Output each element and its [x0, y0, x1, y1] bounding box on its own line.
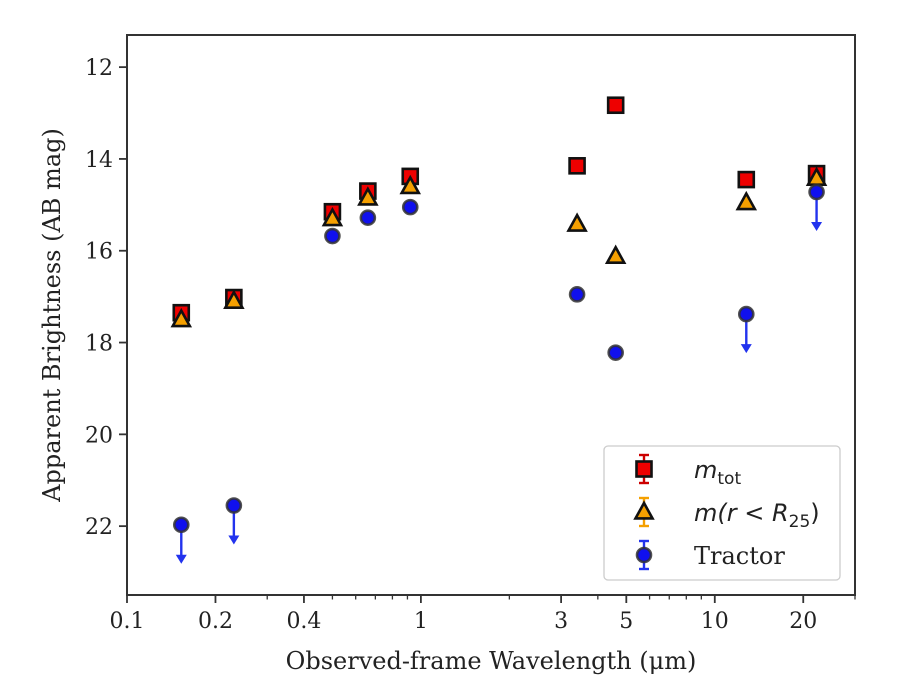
legend-label-tractor: Tractor — [694, 542, 785, 570]
x-tick-label: 20 — [789, 609, 817, 634]
axis-ticks: 0.1 0.2 0.4 1 3 5 10 20 12 14 16 18 20 22 — [85, 56, 856, 634]
upper-limit-arrowhead — [175, 554, 187, 564]
series-mtot — [172, 96, 826, 322]
data-point-tractor — [607, 344, 624, 361]
x-tick-label: 1 — [414, 609, 428, 634]
legend-marker-mtot — [635, 460, 653, 478]
series-mr25 — [170, 166, 828, 328]
x-tick-label: 5 — [619, 609, 633, 634]
y-tick-label: 20 — [85, 423, 113, 448]
data-point-tractor — [359, 209, 377, 226]
x-tick-label: 10 — [701, 609, 729, 634]
legend-label-subscript: tot — [717, 469, 741, 489]
data-point-mtot — [606, 96, 625, 115]
x-tick-label: 3 — [554, 609, 568, 634]
x-tick-label: 0.4 — [286, 609, 321, 634]
legend-label-base: m — [694, 456, 717, 484]
legend-marker-tractor — [635, 546, 653, 564]
legend: mtot m(r < R25) Tractor — [603, 445, 841, 581]
legend-label-tail: ) — [810, 499, 819, 527]
plot-frame — [126, 34, 856, 596]
upper-limit-arrowhead — [228, 535, 240, 545]
legend-label-subscript: 25 — [789, 512, 811, 532]
data-point-tractor — [568, 286, 586, 303]
y-tick-label: 12 — [85, 56, 113, 81]
data-point-mr25 — [357, 186, 379, 206]
x-tick-label: 0.1 — [110, 609, 145, 634]
legend-label-base: m(r < R — [694, 499, 789, 527]
data-point-mr25 — [604, 244, 627, 265]
data-point-mr25 — [223, 289, 245, 310]
y-tick-label: 18 — [85, 332, 113, 357]
data-point-mr25 — [566, 212, 588, 232]
legend-box — [603, 445, 841, 581]
data-point-tractor — [808, 183, 825, 201]
upper-limit-arrowhead — [740, 344, 752, 354]
data-point-tractor — [324, 227, 341, 245]
data-point-mr25 — [399, 174, 422, 195]
y-tick-label: 16 — [85, 240, 113, 265]
y-tick-label: 14 — [85, 148, 113, 173]
upper-limit-arrowhead — [811, 221, 823, 231]
y-tick-label: 22 — [85, 515, 113, 540]
data-point-mr25 — [321, 206, 344, 227]
data-point-mr25 — [170, 307, 193, 328]
legend-label-mtot: mtot — [694, 456, 741, 489]
legend-label-mr25: m(r < R25) — [694, 499, 820, 532]
data-point-mtot — [568, 157, 586, 175]
x-tick-label: 0.2 — [198, 609, 233, 634]
data-point-mtot — [737, 170, 756, 189]
series-tractor — [172, 183, 825, 564]
data-point-mr25 — [735, 190, 758, 211]
data-point-tractor — [225, 497, 243, 514]
x-axis-label: Observed-frame Wavelength (μm) — [286, 647, 697, 675]
data-point-tractor — [172, 516, 190, 534]
data-point-tractor — [737, 305, 755, 323]
data-layer — [170, 96, 828, 564]
legend-marker-mr25 — [633, 500, 655, 520]
y-axis-label: Apparent Brightness (AB mag) — [38, 128, 66, 503]
data-point-tractor — [401, 198, 419, 216]
